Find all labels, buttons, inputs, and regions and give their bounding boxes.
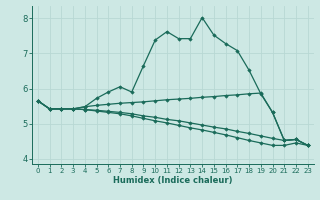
X-axis label: Humidex (Indice chaleur): Humidex (Indice chaleur) <box>113 176 233 185</box>
